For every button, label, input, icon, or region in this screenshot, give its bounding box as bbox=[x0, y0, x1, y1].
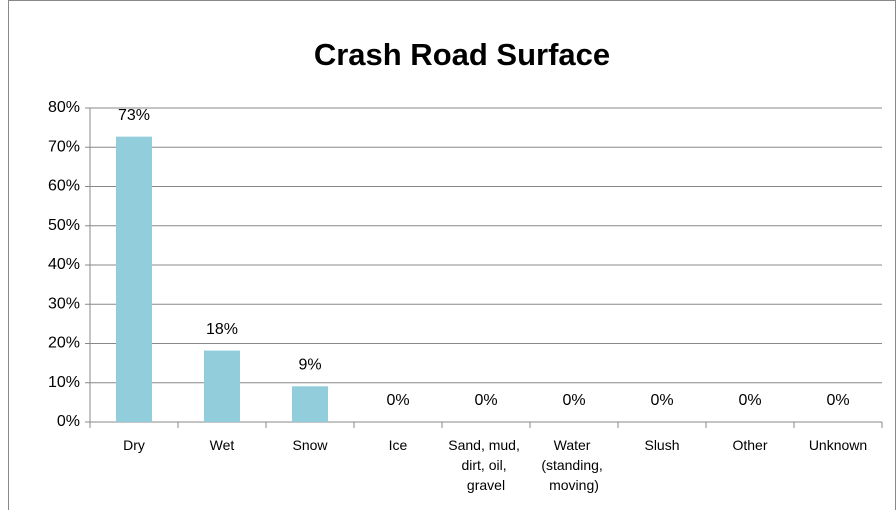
data-label: 0% bbox=[474, 392, 497, 409]
x-tick-label: Other bbox=[732, 437, 767, 453]
y-tick-label: 20% bbox=[48, 335, 80, 352]
data-label: 18% bbox=[206, 321, 238, 338]
y-tick-label: 10% bbox=[48, 374, 80, 391]
x-tick-label: Sand, mud, dirt, oil, gravel bbox=[448, 437, 524, 493]
y-tick-label: 80% bbox=[48, 99, 80, 116]
x-tick-label: Dry bbox=[123, 437, 145, 453]
data-label: 0% bbox=[650, 392, 673, 409]
y-tick-label: 30% bbox=[48, 295, 80, 312]
bar bbox=[292, 386, 328, 422]
y-tick-label: 60% bbox=[48, 178, 80, 195]
x-tick-label: Wet bbox=[210, 437, 235, 453]
y-tick-label: 50% bbox=[48, 217, 80, 234]
bar bbox=[204, 350, 240, 422]
data-label: 9% bbox=[298, 357, 321, 374]
data-label: 0% bbox=[562, 392, 585, 409]
chart-title: Crash Road Surface bbox=[314, 37, 610, 72]
x-tick-label: Water (standing, moving) bbox=[541, 437, 606, 493]
chart-border bbox=[8, 0, 896, 510]
y-tick-label: 70% bbox=[48, 138, 80, 155]
y-tick-label: 40% bbox=[48, 256, 80, 273]
x-tick-label: Unknown bbox=[809, 437, 867, 453]
data-label: 0% bbox=[386, 392, 409, 409]
data-label: 0% bbox=[738, 392, 761, 409]
data-label: 0% bbox=[826, 392, 849, 409]
data-label: 73% bbox=[118, 107, 150, 124]
x-tick-label: Slush bbox=[644, 437, 679, 453]
y-tick-label: 0% bbox=[57, 413, 80, 430]
x-tick-label: Snow bbox=[292, 437, 328, 453]
x-tick-label: Ice bbox=[389, 437, 408, 453]
bar bbox=[116, 136, 152, 422]
